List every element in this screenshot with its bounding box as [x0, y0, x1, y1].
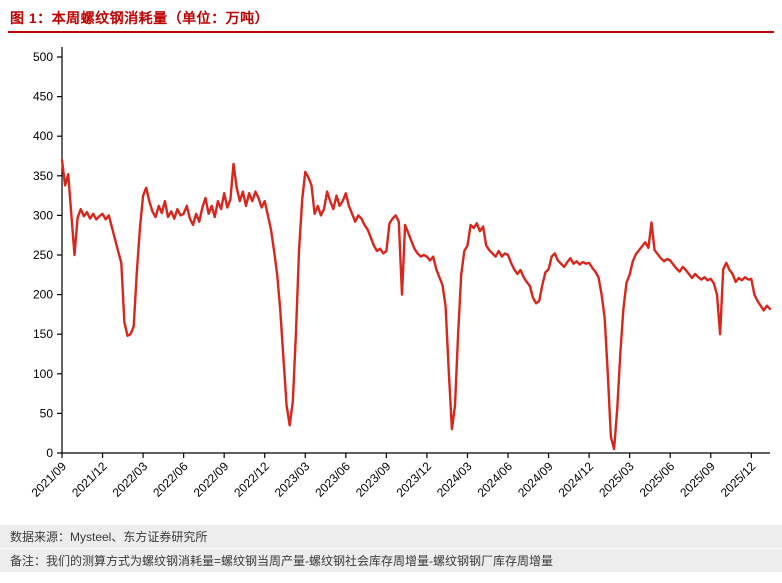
svg-text:2021/09: 2021/09 — [29, 459, 70, 500]
data-source: 数据来源：Mysteel、东方证券研究所 — [0, 525, 782, 548]
svg-text:2022/03: 2022/03 — [110, 459, 151, 500]
figure-note: 备注：我们的测算方式为螺纹钢消耗量=螺纹钢当周产量-螺纹钢社会库存周增量-螺纹钢… — [0, 549, 782, 572]
svg-text:2025/06: 2025/06 — [637, 459, 678, 500]
svg-text:450: 450 — [33, 90, 53, 104]
svg-text:50: 50 — [40, 406, 54, 420]
svg-text:2025/03: 2025/03 — [596, 459, 637, 500]
svg-text:2025/09: 2025/09 — [677, 459, 718, 500]
svg-text:2024/03: 2024/03 — [434, 459, 475, 500]
svg-text:150: 150 — [33, 327, 53, 341]
svg-text:500: 500 — [33, 50, 53, 64]
svg-text:300: 300 — [33, 208, 53, 222]
svg-text:0: 0 — [46, 446, 53, 460]
svg-text:2023/09: 2023/09 — [353, 459, 394, 500]
svg-text:2022/09: 2022/09 — [191, 459, 232, 500]
svg-text:2024/09: 2024/09 — [515, 459, 556, 500]
svg-text:2025/12: 2025/12 — [718, 459, 759, 500]
svg-text:400: 400 — [33, 129, 53, 143]
svg-text:2023/06: 2023/06 — [312, 459, 353, 500]
title-underline — [8, 31, 774, 33]
svg-text:200: 200 — [33, 288, 53, 302]
line-chart: 0 50 100 150 200 250 300 350 400 450 500 2021/09 202… — [0, 38, 782, 522]
svg-text:2024/06: 2024/06 — [475, 459, 516, 500]
svg-text:2021/12: 2021/12 — [69, 459, 110, 500]
svg-text:2022/06: 2022/06 — [150, 459, 191, 500]
svg-text:100: 100 — [33, 367, 53, 381]
figure-title: 图 1：本周螺纹钢消耗量（单位：万吨） — [10, 10, 270, 26]
svg-text:2022/12: 2022/12 — [231, 459, 272, 500]
svg-text:2023/12: 2023/12 — [393, 459, 434, 500]
svg-text:350: 350 — [33, 169, 53, 183]
svg-text:250: 250 — [33, 248, 53, 262]
svg-text:2024/12: 2024/12 — [556, 459, 597, 500]
svg-text:2023/03: 2023/03 — [272, 459, 313, 500]
